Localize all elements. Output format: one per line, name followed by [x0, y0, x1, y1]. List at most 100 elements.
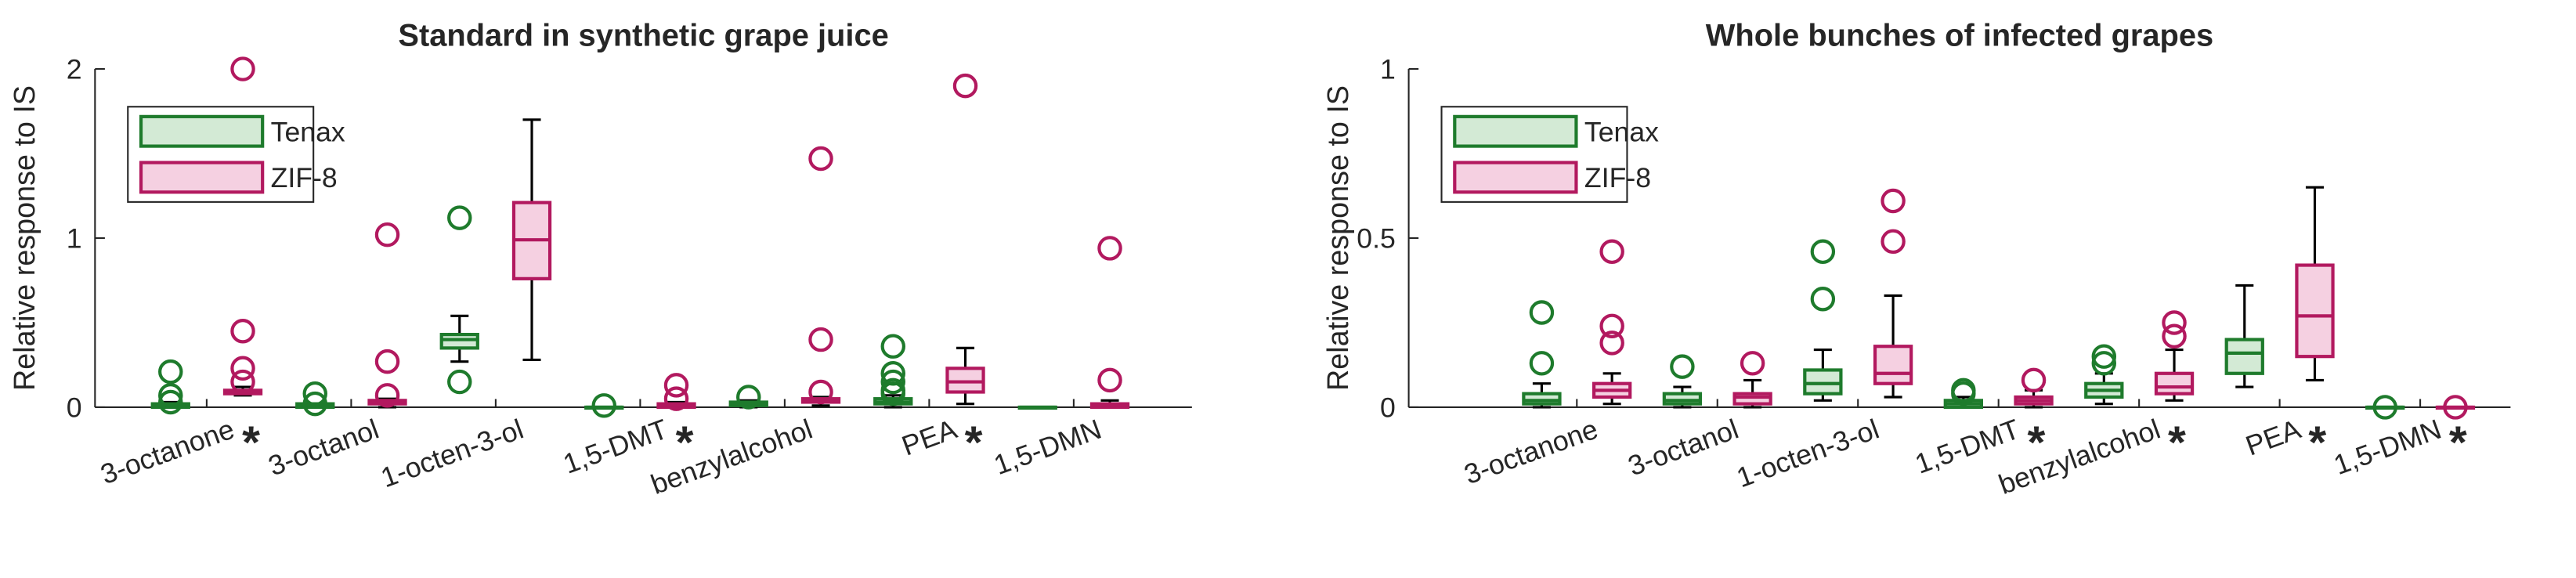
outlier — [1529, 300, 1555, 325]
outlier — [374, 383, 400, 408]
outlier — [663, 386, 689, 411]
box-plot — [800, 146, 841, 407]
box-plot — [511, 118, 552, 362]
box-plot — [1662, 354, 1703, 409]
y-tick-label: 0 — [1380, 392, 1396, 424]
box — [2295, 263, 2335, 359]
outlier — [808, 327, 833, 352]
box-plot — [584, 393, 624, 418]
outlier — [2091, 344, 2117, 369]
x-tick-label: 3-octanone — [96, 414, 238, 491]
outlier — [447, 369, 472, 395]
outlier — [880, 334, 905, 359]
box-plot — [295, 381, 335, 417]
outlier — [158, 383, 183, 408]
box-plot — [2224, 284, 2264, 388]
outlier — [1881, 229, 1906, 255]
y-tick-label: 1 — [1380, 54, 1396, 85]
chart-title: Whole bunches of infected grapes — [1706, 19, 2213, 53]
legend-label: ZIF-8 — [1584, 162, 1651, 193]
significance-marker: * — [676, 417, 694, 468]
box-plot — [1017, 405, 1057, 410]
y-tick-label: 0 — [67, 392, 82, 424]
outlier — [1670, 354, 1695, 379]
significance-marker: * — [965, 417, 983, 468]
box-plot — [728, 385, 768, 410]
outlier — [2372, 395, 2397, 420]
x-tick-label: 1,5-DMN — [990, 414, 1106, 481]
chart-title: Standard in synthetic grape juice — [398, 19, 888, 53]
box — [1662, 392, 1703, 406]
y-axis-label: Relative response to IS — [8, 85, 41, 391]
box-plot — [1943, 378, 1983, 410]
legend-label: Tenax — [1584, 116, 1659, 147]
box — [945, 367, 985, 394]
outlier — [2162, 323, 2187, 349]
outlier — [2443, 395, 2468, 420]
box-plot — [2295, 186, 2335, 381]
x-tick-label: 1-octen-3-ol — [1732, 414, 1883, 494]
significance-marker: * — [242, 417, 260, 468]
box-plot — [1522, 300, 1562, 409]
box-plot — [2154, 310, 2195, 402]
outlier — [1740, 351, 1765, 376]
legend-swatch — [1453, 114, 1578, 148]
box-plot — [367, 222, 407, 409]
outlier — [591, 393, 616, 418]
y-tick-label: 1 — [67, 223, 82, 255]
outlier — [1881, 188, 1906, 214]
outlier — [2162, 310, 2187, 335]
outlier — [230, 56, 255, 81]
outlier — [1599, 313, 1624, 339]
x-tick-label: 3-octanone — [1460, 414, 1602, 491]
y-axis-label: Relative response to IS — [1321, 85, 1354, 391]
outlier — [808, 379, 833, 405]
box — [1732, 392, 1772, 406]
box-plot — [1089, 236, 1130, 410]
outlier — [374, 349, 400, 374]
outlier — [1529, 351, 1555, 376]
y-tick-label: 2 — [67, 54, 82, 85]
box-plot — [150, 359, 190, 415]
legend-swatch — [139, 114, 265, 148]
legend-swatch — [1453, 161, 1578, 194]
x-tick-label: PEA — [898, 414, 961, 462]
outlier — [1599, 331, 1624, 356]
x-tick-label: PEA — [2242, 414, 2305, 462]
outlier — [1810, 239, 1836, 265]
box-plot — [1873, 188, 1913, 399]
x-tick-label: 1,5-DMN — [2330, 414, 2446, 481]
y-tick-label: 0.5 — [1357, 223, 1396, 255]
box-plot — [222, 56, 263, 397]
outlier — [230, 319, 255, 344]
outlier — [808, 146, 833, 172]
outlier — [1951, 381, 1976, 406]
legend-label: Tenax — [271, 116, 345, 147]
outlier — [230, 369, 255, 395]
x-tick-label: 3-octanol — [264, 414, 382, 482]
outlier — [1599, 239, 1624, 265]
box-plot — [1591, 239, 1632, 406]
box — [2154, 371, 2195, 396]
box — [1522, 392, 1562, 406]
outlier — [230, 356, 255, 381]
legend-swatch — [139, 161, 265, 194]
outlier — [302, 391, 327, 417]
box-plot — [873, 334, 913, 409]
outlier — [1097, 367, 1122, 393]
outlier — [880, 369, 905, 395]
outlier — [302, 381, 327, 406]
outlier — [374, 222, 400, 247]
box-plot — [2365, 395, 2405, 420]
outlier — [736, 385, 761, 410]
x-tick-label: benzylalcohol — [1995, 414, 2165, 500]
outlier — [880, 381, 905, 406]
box-plot — [439, 205, 479, 395]
outlier — [1810, 287, 1836, 312]
outlier — [663, 373, 689, 398]
legend-label: ZIF-8 — [271, 162, 338, 193]
box-plot — [1803, 239, 1843, 402]
box-plot — [2435, 395, 2476, 420]
significance-marker: * — [2449, 417, 2467, 468]
box-plot — [945, 73, 985, 406]
